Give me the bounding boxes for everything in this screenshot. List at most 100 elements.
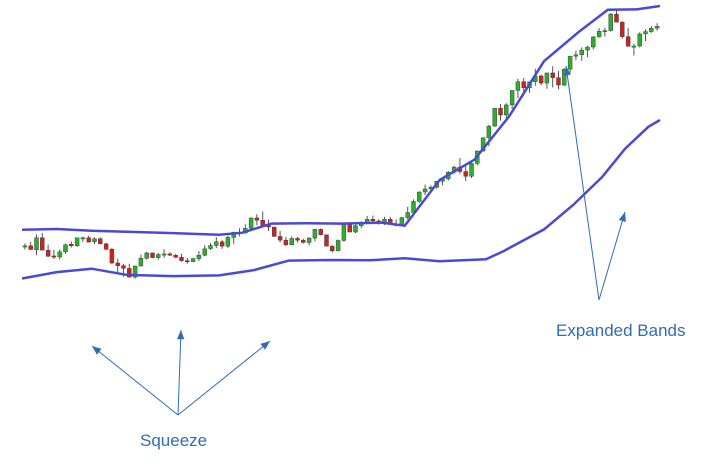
candle <box>28 241 33 250</box>
candle <box>161 249 167 258</box>
candle <box>225 235 231 248</box>
candle-body-up <box>92 238 97 242</box>
candle <box>625 27 631 47</box>
squeeze-arrow-right <box>177 340 271 416</box>
candle-body-up <box>602 30 608 32</box>
candle <box>260 211 265 226</box>
candle <box>562 68 567 87</box>
candle-body-up <box>306 237 312 243</box>
candle-body-up <box>335 240 341 252</box>
candle <box>80 236 86 243</box>
candle <box>283 237 289 247</box>
candle <box>190 257 196 262</box>
candle-body-up <box>63 244 68 253</box>
candle-body-down <box>219 241 225 247</box>
candle <box>509 90 515 109</box>
candle <box>277 231 283 243</box>
arrow-head <box>618 212 626 222</box>
candle <box>556 70 561 90</box>
candle <box>504 103 509 119</box>
candle-body-down <box>121 265 126 269</box>
candle-body-up <box>579 49 584 55</box>
candle <box>463 164 468 181</box>
candle-body-down <box>330 245 335 252</box>
candle-body-down <box>620 21 625 37</box>
candle-body-up <box>132 265 138 278</box>
candle <box>156 252 161 260</box>
candle-body-up <box>248 217 254 229</box>
candle-body-down <box>109 248 115 264</box>
arrow-head <box>260 341 270 350</box>
candle <box>272 226 277 237</box>
candle <box>22 243 28 250</box>
candle-body-up <box>608 13 613 31</box>
candle <box>335 239 341 252</box>
candle-body-down <box>40 237 45 251</box>
candle-body-down <box>69 243 74 247</box>
candle <box>515 78 521 99</box>
candle-body-up <box>544 72 550 84</box>
candle-body-up <box>573 54 579 57</box>
candle <box>330 245 335 253</box>
candle <box>185 257 190 264</box>
squeeze-arrow-left <box>91 345 179 416</box>
candle <box>492 108 497 127</box>
candle-body-down <box>301 239 306 243</box>
candle <box>405 206 410 220</box>
candle-body-up <box>596 31 602 38</box>
candle-body-down <box>614 13 619 23</box>
candle <box>248 217 254 230</box>
candle-body-down <box>115 262 120 266</box>
candle-body-down <box>28 245 33 250</box>
candle <box>173 253 178 258</box>
candle-body-up <box>161 253 167 256</box>
candle <box>521 77 526 92</box>
candle <box>538 74 544 86</box>
upper-bollinger-band <box>21 4 661 236</box>
candle-body-up <box>567 55 573 70</box>
candle <box>312 228 318 242</box>
candle-body-down <box>538 75 544 84</box>
candle-body-up <box>341 224 347 241</box>
candle <box>422 184 428 196</box>
candle <box>608 13 613 32</box>
candle-body-up <box>417 191 422 202</box>
candle-body-up <box>196 255 202 259</box>
candle-body-down <box>295 238 300 241</box>
squeeze-arrows <box>91 329 271 416</box>
candle-body-down <box>98 238 103 245</box>
candle <box>208 243 213 250</box>
candle <box>196 250 202 261</box>
candle <box>567 55 573 73</box>
candle <box>637 32 642 48</box>
candle-body-down <box>556 77 561 86</box>
candle-body-down <box>167 253 173 256</box>
candle <box>341 222 347 242</box>
candle <box>295 237 300 243</box>
candle <box>596 28 602 38</box>
candle <box>591 35 596 50</box>
candle-body-down <box>86 237 91 243</box>
expanded-bands-arrows <box>563 65 626 301</box>
candle-body-up <box>422 188 428 193</box>
candle-body-down <box>277 236 283 241</box>
candle-body-up <box>492 108 497 127</box>
candle-body-up <box>138 258 144 267</box>
candle-body-down <box>318 229 323 235</box>
candle <box>318 228 323 236</box>
candle <box>585 45 590 58</box>
candle <box>579 47 584 61</box>
expanded-arrow-lower <box>598 211 626 301</box>
candle <box>306 237 312 246</box>
candle-body-up <box>509 90 515 106</box>
candle-body-up <box>22 245 28 248</box>
candle <box>69 241 74 248</box>
candle <box>74 237 80 247</box>
candle <box>92 237 97 245</box>
candle-body-up <box>208 245 213 249</box>
candle-body-up <box>80 237 86 240</box>
candle <box>649 26 654 33</box>
candle <box>167 252 173 256</box>
candle-body-down <box>173 255 178 258</box>
candle <box>109 247 115 264</box>
